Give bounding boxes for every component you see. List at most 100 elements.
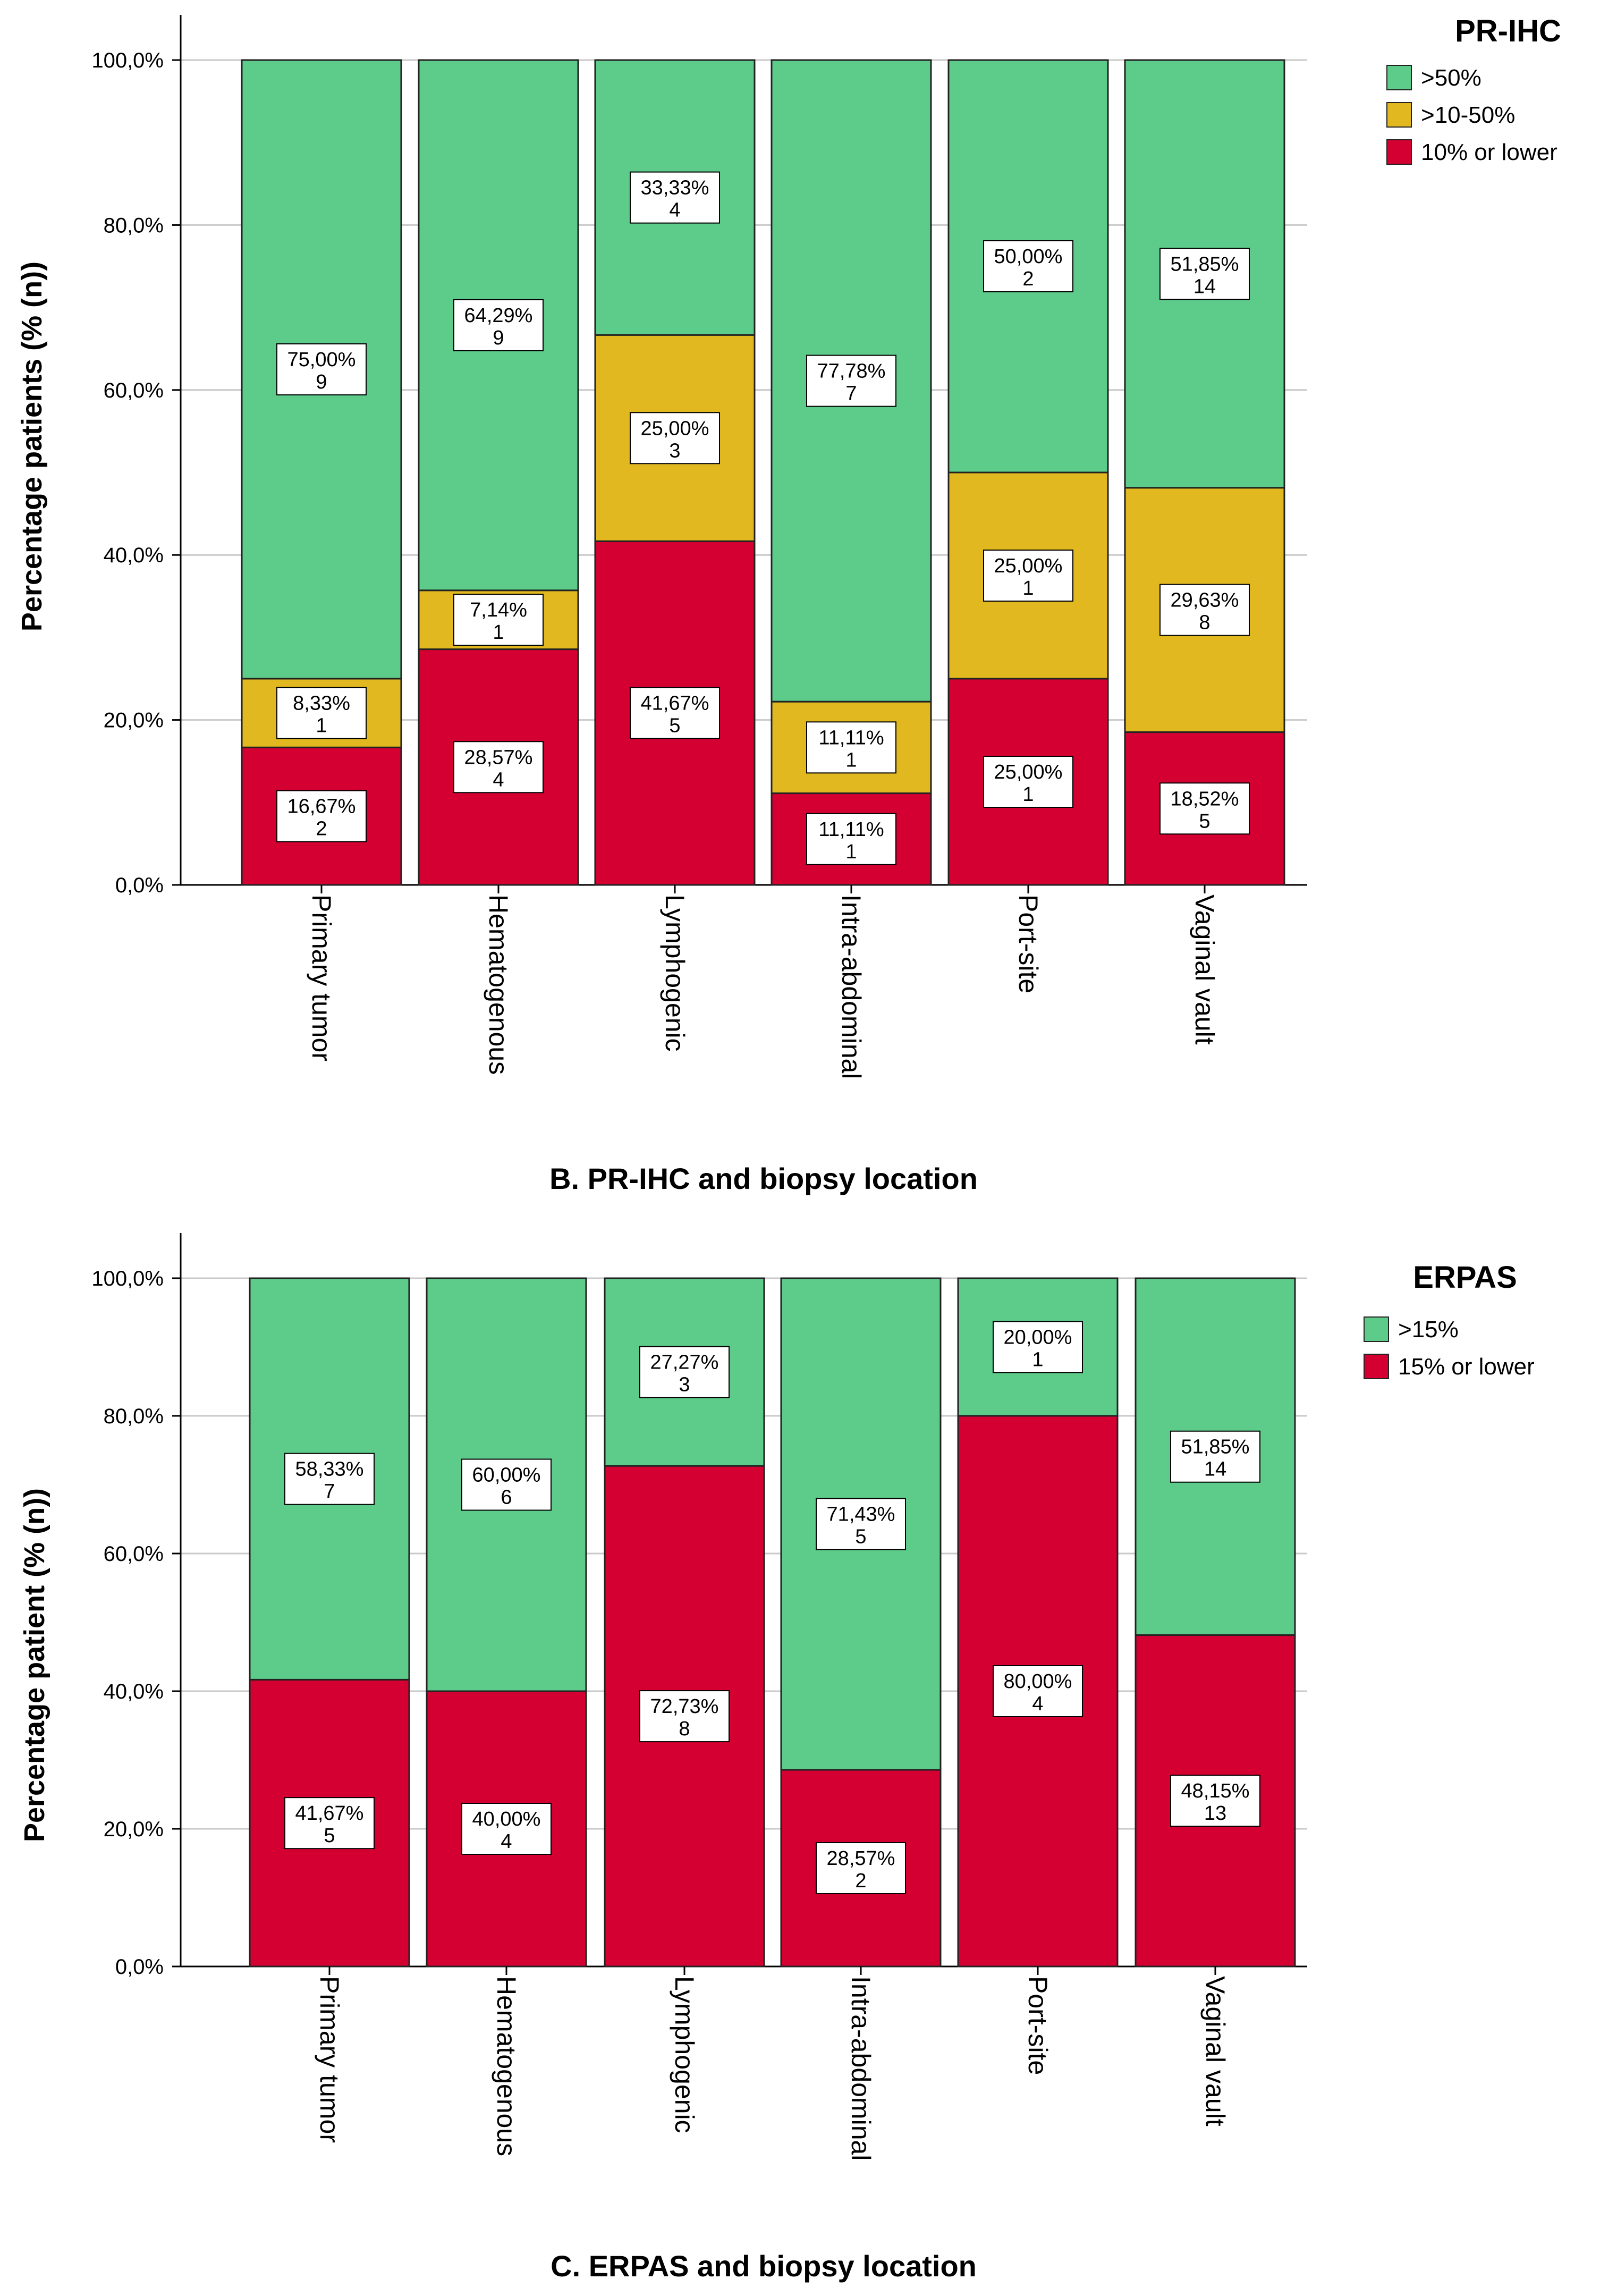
y-tick-label: 0,0% <box>115 1955 164 1979</box>
data-label-count: 13 <box>1204 1802 1226 1825</box>
data-label-box <box>983 550 1073 602</box>
data-label-count: 3 <box>669 440 680 462</box>
x-category-label: Port-site <box>1023 1976 1053 2075</box>
x-category-label: Hematogenous <box>484 894 513 1075</box>
legend-item-label: 10% or lower <box>1421 139 1557 165</box>
data-label-box <box>284 1797 375 1850</box>
data-label-box <box>453 741 544 794</box>
data-label-box <box>276 343 367 395</box>
legend-item-label: >50% <box>1421 65 1482 91</box>
data-label-count: 14 <box>1204 1458 1226 1481</box>
x-category-label: Vaginal vault <box>1200 1976 1230 2126</box>
y-tick-label: 60,0% <box>104 379 164 402</box>
data-label-box <box>806 354 896 407</box>
data-label-count: 6 <box>501 1487 512 1509</box>
y-axis-label: Percentage patient (% (n)) <box>19 1488 50 1842</box>
data-label-count: 7 <box>845 383 857 405</box>
data-label-count: 1 <box>845 841 857 863</box>
data-label-percent: 80,00% <box>1004 1670 1072 1693</box>
data-label-percent: 25,00% <box>994 555 1063 577</box>
y-axis-label: Percentage patients (% (n)) <box>16 261 48 631</box>
data-label-percent: 51,85% <box>1171 253 1239 275</box>
chart-title: B. PR-IHC and biopsy location <box>549 1162 978 1195</box>
legend-title: ERPAS <box>1413 1260 1517 1295</box>
data-label-box <box>461 1458 552 1511</box>
data-label-box <box>983 240 1073 292</box>
data-label-count: 2 <box>316 818 327 840</box>
data-label-count: 1 <box>1022 577 1034 600</box>
data-label-box <box>630 687 720 739</box>
data-label-percent: 20,00% <box>1004 1327 1072 1349</box>
legend-swatch <box>1364 1316 1389 1342</box>
data-label-box <box>639 1346 730 1398</box>
data-label-count: 3 <box>679 1374 690 1396</box>
x-category-label: Intra-abdominal <box>836 894 866 1079</box>
x-category-label: Primary tumor <box>315 1976 344 2143</box>
y-tick-label: 0,0% <box>115 874 164 897</box>
data-label-percent: 71,43% <box>827 1504 895 1526</box>
x-category-label: Intra-abdominal <box>846 1976 876 2160</box>
data-label-percent: 40,00% <box>472 1808 541 1830</box>
data-label-box <box>1170 1775 1260 1827</box>
data-label-count: 2 <box>855 1870 866 1892</box>
data-label-box <box>1159 584 1250 636</box>
data-label-percent: 48,15% <box>1181 1780 1250 1802</box>
data-label-count: 9 <box>316 371 327 393</box>
data-label-percent: 41,67% <box>295 1802 364 1825</box>
data-label-percent: 50,00% <box>994 246 1063 268</box>
data-label-percent: 51,85% <box>1181 1436 1250 1458</box>
data-label-box <box>276 687 367 739</box>
data-label-count: 4 <box>669 199 680 222</box>
data-label-percent: 77,78% <box>817 360 886 383</box>
chart-erpas: Percentage patient (% (n)) C. ERPAS and … <box>19 1233 1535 2283</box>
chart-title: C. ERPAS and biopsy location <box>551 2249 977 2283</box>
data-label-percent: 28,57% <box>827 1847 895 1870</box>
data-label-box <box>461 1803 552 1855</box>
x-category-label: Hematogenous <box>492 1976 521 2156</box>
data-label-count: 2 <box>1022 268 1034 290</box>
data-label-box <box>993 1321 1083 1373</box>
data-label-percent: 58,33% <box>295 1458 364 1481</box>
data-label-box <box>806 721 896 774</box>
data-label-box <box>630 412 720 465</box>
y-tick-label: 40,0% <box>104 1680 164 1703</box>
data-label-percent: 28,57% <box>464 746 533 769</box>
data-label-percent: 18,52% <box>1171 788 1239 810</box>
data-label-count: 5 <box>855 1526 866 1548</box>
y-tick-label: 40,0% <box>104 544 164 567</box>
data-label-count: 1 <box>1032 1349 1043 1371</box>
data-label-count: 4 <box>501 1830 512 1853</box>
data-label-count: 8 <box>679 1718 690 1740</box>
data-label-percent: 25,00% <box>994 761 1063 783</box>
data-label-count: 4 <box>493 769 504 791</box>
data-label-percent: 29,63% <box>1171 589 1239 612</box>
data-label-box <box>1170 1430 1260 1483</box>
legend-swatch <box>1386 65 1412 90</box>
y-tick-label: 100,0% <box>91 1267 164 1290</box>
x-category-label: Vaginal vault <box>1190 894 1220 1045</box>
data-label-box <box>284 1453 375 1505</box>
data-label-percent: 27,27% <box>650 1352 719 1374</box>
data-label-percent: 72,73% <box>650 1695 719 1718</box>
data-label-percent: 60,00% <box>472 1464 541 1487</box>
data-label-percent: 75,00% <box>287 349 356 371</box>
data-label-percent: 8,33% <box>293 693 350 715</box>
y-tick-label: 60,0% <box>104 1542 164 1566</box>
legend-item-label: >10-50% <box>1421 102 1515 128</box>
data-label-percent: 41,67% <box>641 693 709 715</box>
x-category-label: Lymphogenic <box>670 1976 699 2133</box>
data-label-count: 5 <box>669 715 680 737</box>
data-label-box <box>983 756 1073 808</box>
legend-swatch <box>1386 139 1412 165</box>
legend-swatch <box>1386 102 1412 128</box>
x-category-label: Primary tumor <box>307 894 336 1061</box>
data-label-box <box>630 171 720 224</box>
y-tick-label: 100,0% <box>91 49 164 72</box>
x-category-label: Port-site <box>1013 894 1043 993</box>
data-label-box <box>639 1690 730 1743</box>
data-label-box <box>806 813 896 865</box>
data-label-box <box>993 1665 1083 1717</box>
y-tick-label: 80,0% <box>104 1405 164 1428</box>
data-label-box <box>816 1498 906 1550</box>
